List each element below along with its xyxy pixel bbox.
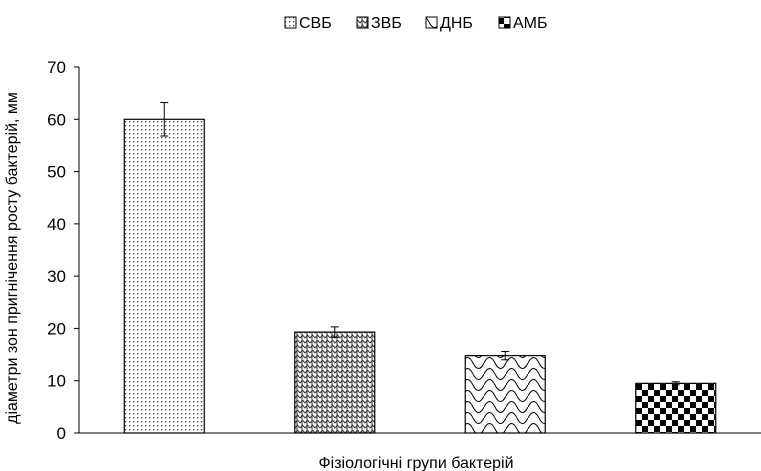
error-bar-АМБ [671,381,680,386]
legend-swatch-ДНБ [425,16,438,29]
error-bar-ДНБ [501,350,510,361]
legend: СВБ ЗВБ ДНБ АМБ [284,15,548,32]
y-tick-label-2: 20 [47,319,66,338]
error-bars [160,102,680,386]
y-axis-title: діаметри зон пригнічення росту бактерій,… [4,92,21,424]
y-ticks: 0 10 20 30 40 50 60 70 [47,58,79,443]
bar-ЗВБ [294,331,376,434]
error-bar-СВБ [160,102,169,137]
bars [123,118,717,434]
x-axis-title: Фізіологічні групи бактерій [318,455,513,471]
legend-label-ДНБ: ДНБ [440,15,473,32]
legend-swatch-АМБ [498,16,511,29]
legend-label-СВБ: СВБ [299,15,332,32]
y-tick-label-6: 60 [47,110,66,129]
y-tick-label-5: 50 [47,163,66,182]
legend-swatch-ЗВБ [356,16,369,29]
bar-СВБ [123,118,205,434]
bar-АМБ [635,382,717,434]
error-bar-ЗВБ [330,326,339,338]
y-tick-label-1: 10 [47,372,66,391]
legend-label-АМБ: АМБ [513,15,548,32]
legend-swatch-СВБ [284,16,297,29]
y-tick-label-7: 70 [47,58,66,77]
legend-label-ЗВБ: ЗВБ [371,15,402,32]
y-tick-label-3: 30 [47,267,66,286]
y-tick-label-0: 0 [57,424,66,443]
y-tick-label-4: 40 [47,215,66,234]
bar-ДНБ [464,355,546,434]
